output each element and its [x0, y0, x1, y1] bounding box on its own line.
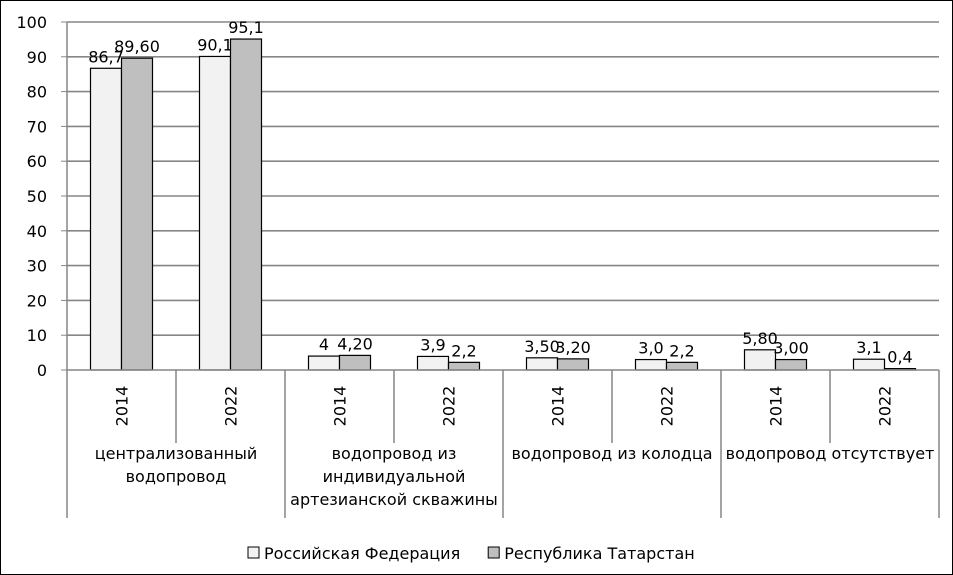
group-label: водопровод отсутствует	[726, 444, 935, 463]
y-tick-label: 90	[27, 48, 47, 67]
y-tick-label: 60	[27, 152, 47, 171]
bar	[743, 349, 777, 371]
data-label: 3,0	[638, 339, 663, 358]
x-tick-label: 2022	[658, 386, 677, 427]
group-label: индивидуальной	[323, 467, 466, 486]
bar	[852, 358, 886, 371]
data-label: 2,2	[451, 341, 476, 360]
bar	[634, 358, 668, 371]
x-tick-label: 2014	[331, 386, 350, 427]
bar	[338, 354, 372, 371]
y-tick-label: 30	[27, 257, 47, 276]
y-tick-label: 50	[27, 187, 47, 206]
bar	[525, 357, 559, 371]
x-tick-label: 2014	[767, 386, 786, 427]
group-label: артезианской скважины	[290, 490, 498, 509]
y-tick-label: 20	[27, 291, 47, 310]
x-tick-label: 2022	[440, 386, 459, 427]
y-tick-label: 10	[27, 326, 47, 345]
legend-label: Республика Татарстан	[504, 544, 695, 563]
bar	[774, 358, 808, 371]
bar	[307, 355, 341, 371]
group-label: водопровод из	[332, 444, 457, 463]
y-tick-label: 0	[37, 361, 47, 380]
bar	[229, 38, 263, 371]
legend-label: Российская Федерация	[264, 544, 460, 563]
data-label: 3,1	[856, 338, 881, 357]
group-label: водопровод из колодца	[511, 444, 712, 463]
data-label: 0,4	[887, 348, 912, 367]
group-label: централизованный	[95, 444, 258, 463]
y-tick-label: 40	[27, 222, 47, 241]
bar	[198, 55, 232, 371]
legend-swatch	[487, 546, 500, 559]
bar	[416, 355, 450, 371]
x-tick-label: 2022	[876, 386, 895, 427]
bar	[89, 67, 123, 371]
data-label: 90,1	[197, 35, 233, 54]
x-tick-label: 2022	[222, 386, 241, 427]
x-tick-label: 2014	[549, 386, 568, 427]
data-label: 3,00	[773, 339, 809, 358]
bar	[120, 57, 154, 371]
data-label: 86,7	[88, 47, 124, 66]
data-label: 4	[319, 335, 329, 354]
data-label: 89,60	[114, 37, 160, 56]
y-tick-label: 100	[16, 13, 47, 32]
data-label: 3,9	[420, 335, 445, 354]
data-label: 3,50	[524, 337, 560, 356]
data-label: 3,20	[555, 338, 591, 357]
bar	[665, 361, 699, 371]
y-tick-label: 80	[27, 83, 47, 102]
y-tick-label: 70	[27, 117, 47, 136]
bar	[447, 361, 481, 371]
x-tick-label: 2014	[113, 386, 132, 427]
data-label: 2,2	[669, 341, 694, 360]
legend-swatch	[247, 546, 260, 559]
group-label: водопровод	[126, 467, 227, 486]
data-label: 5,80	[742, 329, 778, 348]
data-label: 4,20	[337, 334, 373, 353]
bar	[556, 358, 590, 371]
data-label: 95,1	[228, 18, 264, 37]
